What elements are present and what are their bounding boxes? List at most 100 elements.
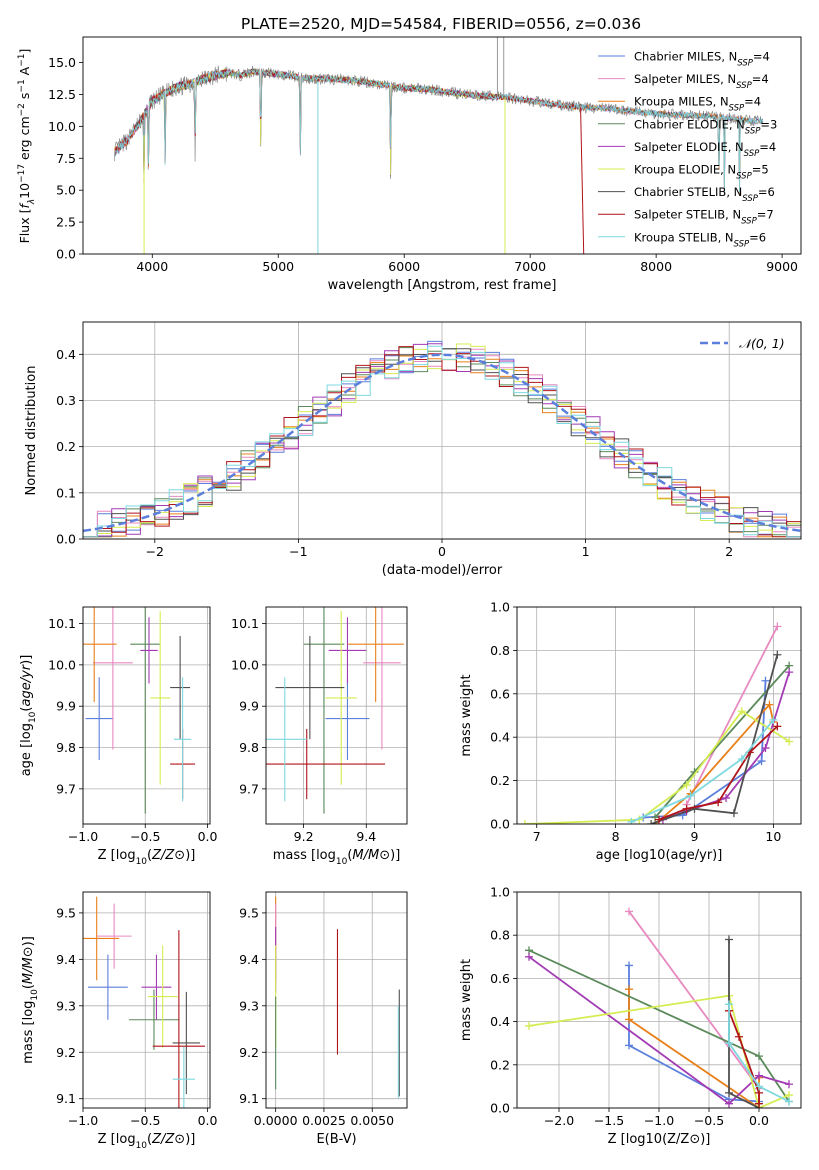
- legend-nssp: =3: [760, 117, 777, 131]
- error-bar: [172, 1046, 196, 1108]
- y-tick-label: 1.0: [490, 600, 510, 615]
- y-tick-label: 9.9: [239, 699, 259, 714]
- x-tick-label: 8: [612, 829, 620, 844]
- spectrum-edge: [580, 107, 585, 254]
- axes-frame: [516, 891, 802, 1109]
- x-tick-label: −1.5: [594, 1113, 624, 1128]
- panel-spectrum: 4000 5000 6000 7000 8000 9000 0.0 2.5 5.0 7.5 10.0…: [17, 36, 802, 293]
- y-axis-label-part: λ: [27, 199, 37, 205]
- legend-label: 𝒩(0, 1): [739, 336, 785, 351]
- error-bar: [173, 677, 192, 802]
- y-tick-label: 9.5: [239, 905, 259, 920]
- axes-frame: [265, 606, 408, 825]
- x-tick-label: −0.5: [130, 829, 160, 844]
- series-marker: [737, 754, 746, 763]
- legend-label: Kroupa ELODIE, NSSP=5: [634, 163, 769, 182]
- legend-sub: SSP: [744, 149, 760, 159]
- plot-content: [83, 607, 196, 814]
- y-tick-label: 9.2: [56, 1045, 76, 1060]
- error-bar: [266, 677, 307, 802]
- series-marker: [627, 817, 636, 824]
- error-bar: [83, 896, 120, 981]
- y-tick-label: 10.1: [48, 616, 76, 631]
- y-axis-label-part: f: [17, 203, 32, 209]
- legend-model: Kroupa STELIB, N: [634, 230, 734, 244]
- series-marker: [520, 820, 529, 824]
- axis-label-part: mass [log: [21, 1001, 36, 1064]
- x-tick-label: −1.0: [644, 1113, 674, 1128]
- y-axis-label-part: −2: [17, 103, 27, 116]
- error-bar: [87, 954, 128, 1020]
- axis-label-part: M/M⊙: [21, 946, 36, 984]
- axis-label-part: (: [147, 1132, 152, 1147]
- error-bar: [325, 611, 357, 785]
- y-axis-label: mass weight: [459, 674, 474, 756]
- legend-nssp: =4: [759, 140, 776, 154]
- x-axis-label: wavelength [Angstrom, rest frame]: [328, 278, 557, 293]
- y-tick-label: 9.4: [56, 952, 76, 967]
- series-line: [654, 702, 775, 824]
- axis-label-part: Z/Z⊙: [151, 848, 185, 863]
- error-bar: [96, 903, 132, 969]
- legend-entry: Salpeter STELIB, NSSP=7: [598, 208, 774, 227]
- legend-model: Chabrier ELODIE, N: [634, 117, 745, 131]
- series-marker: [647, 820, 656, 824]
- legend-nssp: =7: [757, 208, 774, 222]
- axis-label-part: )]: [185, 1132, 195, 1147]
- series-marker: [690, 804, 699, 813]
- x-axis-label: Z [log10(Z/Z⊙)]: [608, 1132, 711, 1147]
- series-marker: [755, 1052, 763, 1061]
- axis-label-part: age/yr: [19, 663, 34, 706]
- plot-content: [520, 622, 794, 824]
- series-marker: [625, 1041, 633, 1050]
- y-tick-label: 0.2: [490, 773, 510, 788]
- plot-area: [83, 607, 210, 824]
- normal-curve: [83, 353, 801, 533]
- x-tick-label: −1: [289, 544, 307, 559]
- series-marker: [785, 1080, 793, 1089]
- series-line: [650, 654, 779, 824]
- series-line: [728, 1004, 790, 1103]
- series-marker: [735, 1032, 743, 1041]
- y-tick-label: 0.4: [490, 1014, 510, 1029]
- plot-content: [83, 340, 801, 538]
- series-line: [628, 910, 760, 1090]
- series-marker: [785, 1097, 793, 1106]
- series-marker: [785, 668, 794, 677]
- y-tick-label: 9.5: [56, 905, 76, 920]
- error-bar: [152, 930, 206, 1108]
- y-tick-label: 0.4: [56, 347, 76, 362]
- y-tick-label: 0.0: [490, 817, 510, 832]
- series-marker: [725, 1099, 733, 1108]
- error-bar: [150, 611, 171, 785]
- legend-entry: Chabrier STELIB, NSSP=6: [598, 185, 775, 204]
- panel-age_vs_mass: 9.2 9.4 9.7 9.8 9.9 10.0 10.1 mass [log10(M/M⊙)…: [231, 606, 408, 867]
- y-tick-label: 15.0: [48, 55, 76, 70]
- axis-label-part: Z/Z⊙: [151, 1132, 185, 1147]
- y-axis-label-part: −1: [17, 79, 27, 92]
- y-axis-label-part: ]: [17, 49, 32, 54]
- legend-nssp: =4: [744, 95, 761, 109]
- series-marker: [682, 804, 691, 813]
- legend-entry: Chabrier MILES, NSSP=4: [598, 50, 770, 69]
- y-tick-label: 9.3: [239, 998, 259, 1013]
- legend-entry: Salpeter ELODIE, NSSP=4: [598, 140, 776, 159]
- legend-label: Kroupa MILES, NSSP=4: [634, 95, 761, 114]
- y-tick-label: 9.9: [56, 699, 76, 714]
- x-tick-label: 10: [765, 829, 781, 844]
- legend-model: Chabrier MILES, N: [634, 50, 737, 64]
- axis-label-part: )]: [185, 848, 195, 863]
- legend-label: Salpeter MILES, NSSP=4: [634, 72, 769, 91]
- axis-label-part: 10: [136, 1141, 148, 1151]
- x-tick-label: 0.0: [198, 829, 218, 844]
- axes-frame: [516, 606, 802, 825]
- y-axis-label-part: erg cm: [17, 116, 32, 164]
- spectrum-line: [114, 68, 764, 193]
- x-tick-label: 9: [691, 829, 699, 844]
- y-tick-label: 7.5: [56, 151, 76, 166]
- series-marker: [714, 798, 723, 807]
- legend-sub: SSP: [737, 59, 753, 69]
- x-tick-label: 1: [582, 544, 590, 559]
- x-tick-label: 2: [725, 544, 733, 559]
- series-line: [685, 626, 779, 805]
